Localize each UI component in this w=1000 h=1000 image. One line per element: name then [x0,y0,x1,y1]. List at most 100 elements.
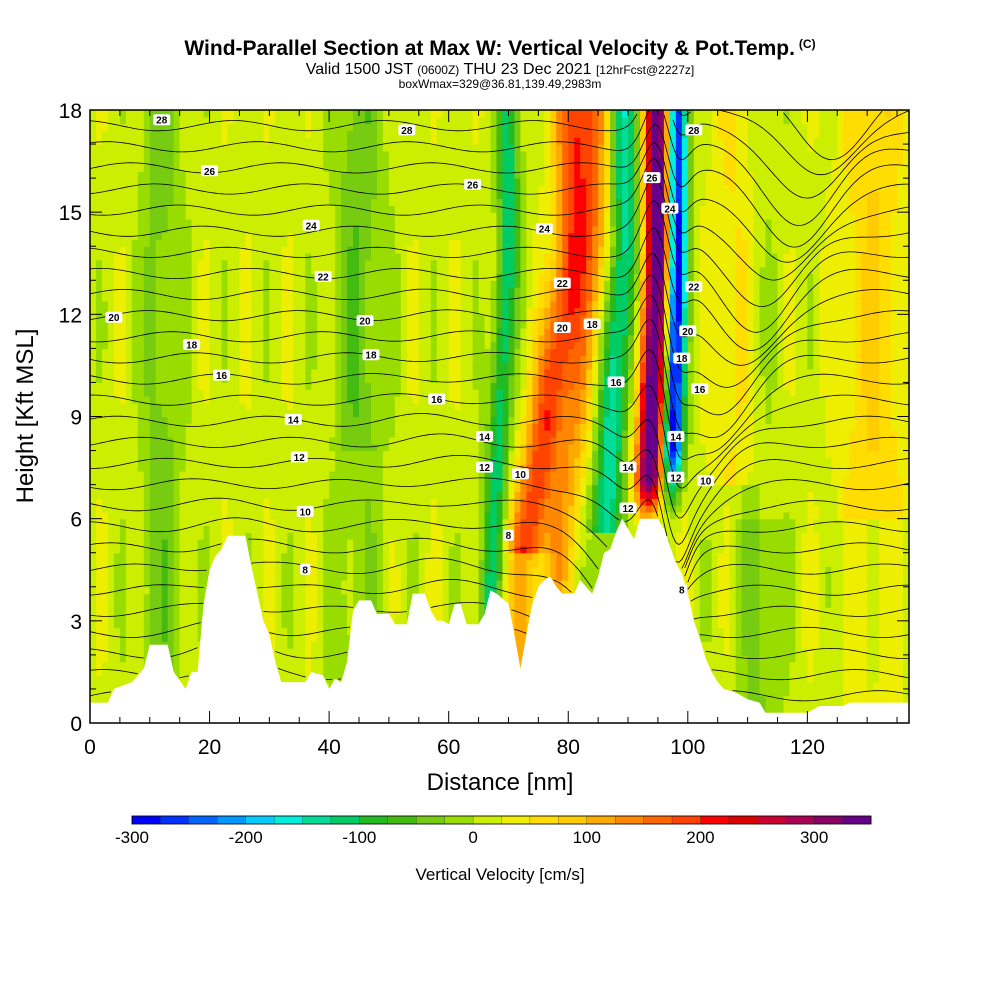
field-cell [173,368,181,377]
field-cell [382,110,390,118]
field-cell [221,191,229,200]
field-cell [281,498,288,506]
field-cell [95,137,103,145]
field-cell [382,212,390,220]
field-cell [125,620,133,629]
field-cell [341,450,348,458]
field-cell [197,614,205,622]
field-cell [131,600,139,608]
field-cell [353,409,360,418]
field-cell [317,334,324,343]
field-cell [347,280,354,288]
field-cell [317,321,324,329]
field-cell [245,164,253,172]
field-cell [299,334,306,343]
field-cell [347,259,354,268]
field-cell [311,505,318,513]
field-cell [239,171,247,179]
field-cell [161,123,169,132]
field-cell [341,205,348,213]
field-cell [257,573,264,581]
field-cell [197,511,205,520]
field-cell [287,150,294,159]
field-cell [119,212,127,220]
field-cell [173,430,181,438]
field-cell [95,600,103,608]
field-cell [412,532,420,540]
field-cell [203,416,211,424]
field-cell [394,157,402,166]
field-cell [149,450,157,458]
field-cell [317,464,324,472]
field-cell [299,545,306,554]
field-cell [388,293,396,302]
field-cell [359,334,366,343]
field-cell [239,280,247,288]
field-cell [233,430,241,438]
field-cell [101,266,109,275]
field-cell [299,552,306,561]
field-cell [209,212,217,220]
field-cell [161,157,169,166]
field-cell [143,423,151,431]
field-cell [293,579,300,588]
field-cell [215,436,223,445]
field-cell [364,498,372,506]
field-cell [269,116,276,125]
field-cell [185,368,193,377]
field-cell [149,280,157,288]
field-cell [341,416,348,424]
field-cell [400,600,408,608]
field-cell [143,498,151,506]
field-cell [125,191,133,200]
field-cell [131,164,139,172]
field-cell [311,355,318,363]
field-cell [107,123,115,132]
field-cell [370,402,378,411]
field-cell [221,184,229,193]
field-cell [167,334,175,343]
field-cell [101,545,109,554]
field-cell [376,470,384,479]
field-cell [341,552,348,561]
field-cell [107,627,115,636]
field-cell [370,457,378,465]
field-cell [311,144,318,152]
field-cell [167,518,175,527]
field-cell [370,287,378,295]
field-cell [215,518,223,527]
field-cell [335,382,342,390]
field-cell [161,368,169,377]
field-cell [388,225,396,234]
field-cell [406,164,414,172]
field-cell [90,144,97,152]
field-cell [299,600,306,608]
field-cell [311,600,318,608]
field-cell [299,430,306,438]
field-cell [382,327,390,336]
field-cell [245,525,253,533]
field-cell [173,375,181,384]
field-cell [400,368,408,377]
field-cell [370,184,378,193]
field-cell [359,123,366,132]
field-cell [353,457,360,465]
field-cell [275,552,282,561]
field-cell [412,545,420,554]
field-cell [329,396,336,404]
field-cell [143,355,151,363]
field-cell [137,661,145,670]
field-cell [293,164,300,172]
field-cell [221,477,229,486]
field-cell [335,511,342,520]
field-cell [149,300,157,309]
field-cell [239,239,247,247]
field-cell [353,259,360,268]
field-cell [95,321,103,329]
field-cell [281,116,288,125]
field-cell [299,341,306,349]
field-cell [257,259,264,268]
field-cell [227,416,235,424]
field-cell [311,661,318,670]
field-cell [90,259,97,268]
